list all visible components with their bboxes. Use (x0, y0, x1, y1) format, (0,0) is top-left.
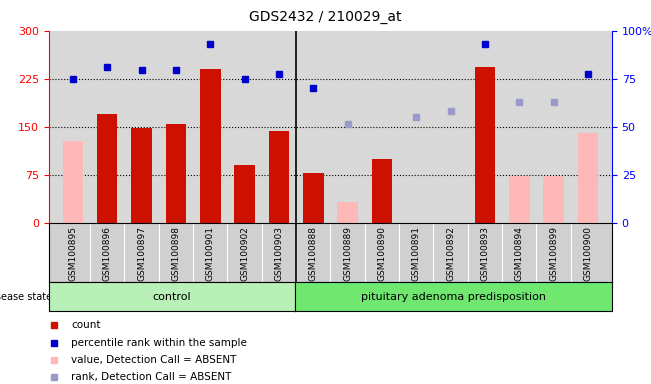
Text: GSM100890: GSM100890 (378, 226, 387, 281)
Bar (165, 124, 186, 223)
Text: GSM100901: GSM100901 (206, 226, 215, 281)
Bar (509, 176, 529, 223)
Bar (544, 176, 564, 223)
Text: GSM100894: GSM100894 (515, 226, 524, 281)
Text: control: control (153, 291, 191, 302)
Text: GSM100898: GSM100898 (171, 226, 180, 281)
Bar (475, 67, 495, 223)
Text: GSM100896: GSM100896 (103, 226, 112, 281)
Text: GSM100893: GSM100893 (480, 226, 490, 281)
Bar (372, 159, 392, 223)
Text: count: count (72, 320, 101, 330)
Text: disease state ▶: disease state ▶ (0, 291, 62, 302)
Text: value, Detection Call = ABSENT: value, Detection Call = ABSENT (72, 355, 237, 365)
Text: GSM100889: GSM100889 (343, 226, 352, 281)
Text: GDS2432 / 210029_at: GDS2432 / 210029_at (249, 10, 402, 23)
Text: pituitary adenoma predisposition: pituitary adenoma predisposition (361, 291, 546, 302)
Bar (269, 131, 289, 223)
Bar (577, 133, 598, 223)
Text: percentile rank within the sample: percentile rank within the sample (72, 338, 247, 348)
Bar (337, 202, 358, 223)
Bar (303, 174, 324, 223)
Text: GSM100897: GSM100897 (137, 226, 146, 281)
Bar (372, 159, 392, 223)
Bar (200, 69, 221, 223)
Text: GSM100892: GSM100892 (446, 226, 455, 281)
Text: GSM100891: GSM100891 (411, 226, 421, 281)
Bar (97, 114, 117, 223)
Text: GSM100899: GSM100899 (549, 226, 558, 281)
Text: rank, Detection Call = ABSENT: rank, Detection Call = ABSENT (72, 372, 232, 382)
Text: GSM100900: GSM100900 (583, 226, 592, 281)
Bar (62, 141, 83, 223)
Bar (132, 128, 152, 223)
Text: GSM100903: GSM100903 (274, 226, 283, 281)
Bar (234, 165, 255, 223)
Text: GSM100888: GSM100888 (309, 226, 318, 281)
Text: GSM100902: GSM100902 (240, 226, 249, 281)
Text: GSM100895: GSM100895 (68, 226, 77, 281)
